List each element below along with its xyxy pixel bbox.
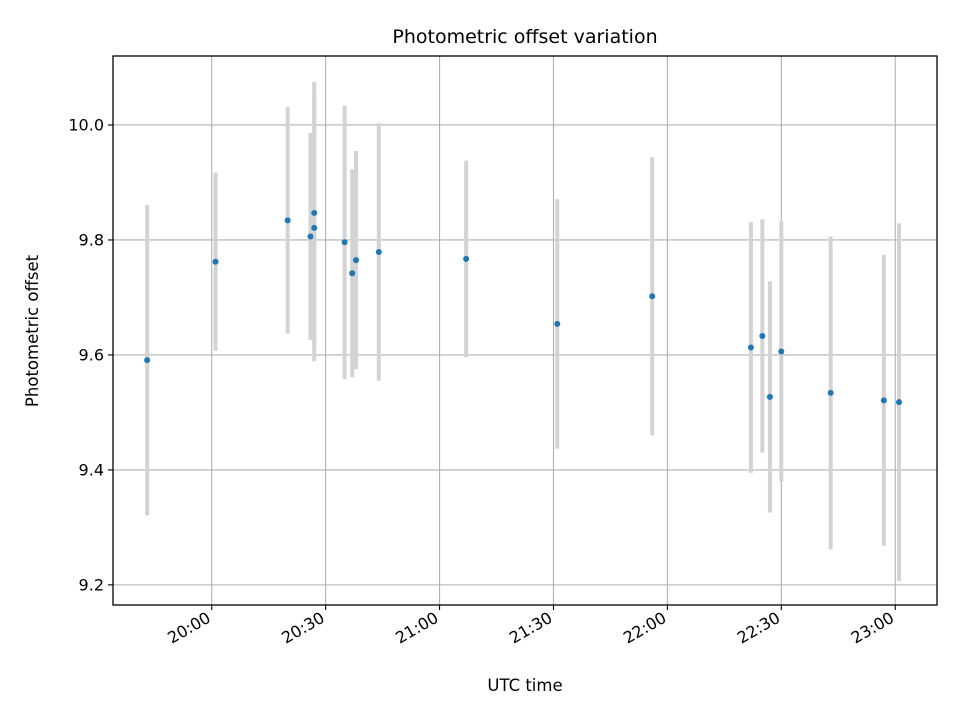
y-tick-label: 9.8: [79, 230, 104, 249]
y-tick-label: 9.6: [79, 345, 104, 364]
data-point: [880, 397, 887, 404]
data-point: [827, 389, 834, 396]
data-points: [144, 209, 903, 406]
y-tick-label: 10.0: [68, 115, 104, 134]
data-point: [353, 257, 360, 264]
data-point: [212, 258, 219, 265]
data-point: [463, 255, 470, 262]
data-point: [284, 217, 291, 224]
data-point: [311, 224, 318, 231]
plot-frame: [112, 55, 938, 606]
data-point: [349, 270, 356, 277]
data-point: [747, 344, 754, 351]
data-point: [778, 348, 785, 355]
data-point: [307, 233, 314, 240]
data-point: [759, 332, 766, 339]
y-tick-label: 9.4: [79, 460, 104, 479]
data-point: [766, 393, 773, 400]
data-point: [896, 399, 903, 406]
x-axis-label: UTC time: [487, 676, 562, 695]
data-point: [144, 357, 151, 364]
data-point: [311, 209, 318, 216]
chart-title: Photometric offset variation: [392, 26, 657, 48]
data-point: [554, 320, 561, 327]
data-point: [649, 293, 656, 300]
data-point: [375, 249, 382, 256]
y-axis-label: Photometric offset: [23, 254, 42, 407]
y-axis: 9.2 9.4 9.6 9.8 10.0: [68, 115, 113, 594]
data-point: [341, 239, 348, 246]
y-tick-label: 9.2: [79, 575, 104, 594]
